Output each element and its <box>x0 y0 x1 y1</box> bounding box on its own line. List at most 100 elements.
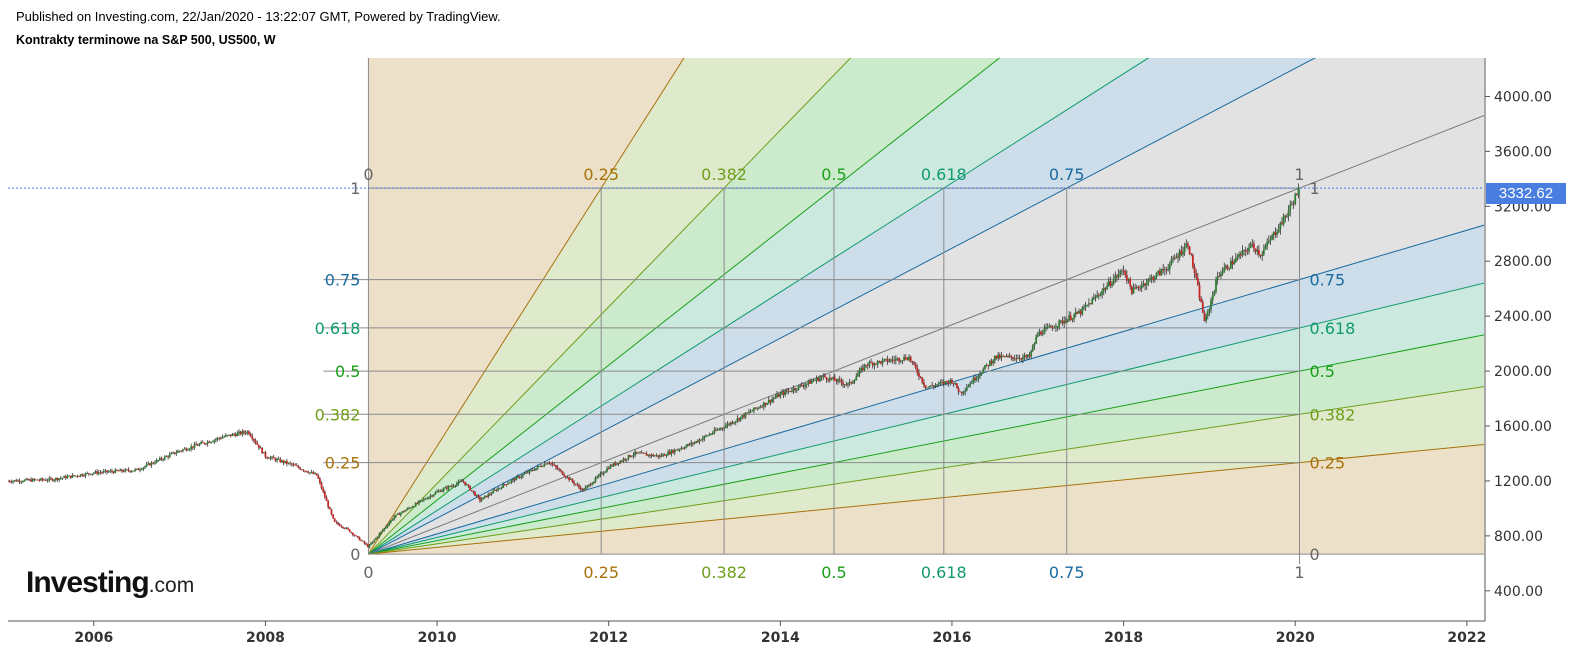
candle-body <box>1190 254 1193 256</box>
candle-body <box>667 451 670 456</box>
candle-body <box>1256 249 1259 252</box>
fib-label-top: 0.618 <box>921 165 967 184</box>
candle-body <box>114 469 117 473</box>
candle-body <box>508 482 511 484</box>
candle-body <box>993 355 996 361</box>
fib-label-bottom: 1 <box>1294 563 1304 582</box>
candle-body <box>578 485 580 488</box>
candle-body <box>1274 232 1277 235</box>
candle-body <box>1157 270 1160 273</box>
candle-body <box>944 381 947 384</box>
candle-body <box>150 462 153 466</box>
candle-body <box>427 497 430 499</box>
candle-body <box>657 455 660 457</box>
candle-body <box>921 377 924 383</box>
candle-body <box>931 385 934 387</box>
candle-body <box>802 385 805 387</box>
fib-label-left: 0.5 <box>335 362 360 381</box>
candle-body <box>200 442 202 444</box>
candle-body <box>1170 259 1173 265</box>
fan-ray-upper <box>368 58 1150 555</box>
candle-body <box>934 385 937 387</box>
candle-body <box>48 478 51 481</box>
candle-body <box>15 480 18 482</box>
candle-body <box>1147 279 1150 283</box>
candle-body <box>908 356 910 361</box>
candle-body <box>1226 265 1229 269</box>
candle-body <box>865 364 868 366</box>
candle-body <box>899 361 902 362</box>
candle-body <box>1172 258 1174 260</box>
candle-body <box>579 487 582 490</box>
candle-body <box>767 399 770 404</box>
candle-body <box>873 363 876 366</box>
candle-body <box>170 453 173 455</box>
candle-body <box>1261 254 1264 256</box>
candle-body <box>1236 256 1239 259</box>
candle-body <box>381 530 384 532</box>
candle-body <box>644 453 646 455</box>
candle-body <box>348 529 351 532</box>
candle-body <box>297 465 300 468</box>
candle-body <box>1180 250 1183 255</box>
candle-body <box>716 429 719 431</box>
candle-body <box>833 377 836 381</box>
candle-body <box>1007 355 1009 357</box>
candle-body <box>990 360 993 364</box>
candle-body <box>191 446 194 448</box>
candle-body <box>703 436 706 439</box>
candle-body <box>696 441 699 442</box>
candle-body <box>1145 282 1148 286</box>
candle-body <box>8 480 11 482</box>
candle-body <box>79 474 82 477</box>
candle-body <box>541 466 544 468</box>
candle-body <box>226 435 229 436</box>
candle-body <box>1281 222 1283 225</box>
candle-body <box>1022 357 1024 360</box>
candle-body <box>1096 295 1099 298</box>
candle-body <box>40 478 42 481</box>
candle-body <box>380 531 382 534</box>
candle-body <box>941 381 943 383</box>
candle-body <box>675 449 678 451</box>
candle-body <box>708 434 711 436</box>
candle-body <box>1107 281 1110 286</box>
candle-body <box>28 479 31 481</box>
candle-body <box>125 469 128 471</box>
candle-body <box>723 427 726 429</box>
candle-body <box>482 497 485 500</box>
candle-body <box>469 485 471 491</box>
candle-body <box>488 494 491 495</box>
candle-body <box>426 498 429 500</box>
candle-body <box>663 454 666 456</box>
candle-body <box>693 442 696 444</box>
candle-body <box>891 359 894 361</box>
candle-body <box>183 448 186 450</box>
candle-body <box>1215 279 1217 292</box>
candle-body <box>1173 258 1176 259</box>
candle-body <box>342 526 344 528</box>
candle-body <box>231 434 234 437</box>
candle-body <box>1196 277 1199 286</box>
candle-body <box>670 450 673 455</box>
candle-body <box>617 463 620 464</box>
candle-body <box>442 488 445 491</box>
fib-label-top: 0.5 <box>821 165 846 184</box>
candle-body <box>751 410 754 412</box>
candle-body <box>272 456 275 459</box>
candle-body <box>340 526 343 527</box>
candle-body <box>30 479 33 482</box>
candle-body <box>363 541 366 544</box>
candle-body <box>89 473 92 475</box>
candle-body <box>695 441 698 443</box>
fib-label-right: 1 <box>1310 179 1320 198</box>
candle-body <box>690 442 693 445</box>
candle-body <box>807 380 810 384</box>
candle-body <box>1003 356 1006 357</box>
candle-body <box>210 442 212 443</box>
candle-body <box>894 358 897 361</box>
candle-body <box>774 397 777 399</box>
candle-body <box>1193 266 1196 274</box>
fib-label-top: 0 <box>363 165 373 184</box>
